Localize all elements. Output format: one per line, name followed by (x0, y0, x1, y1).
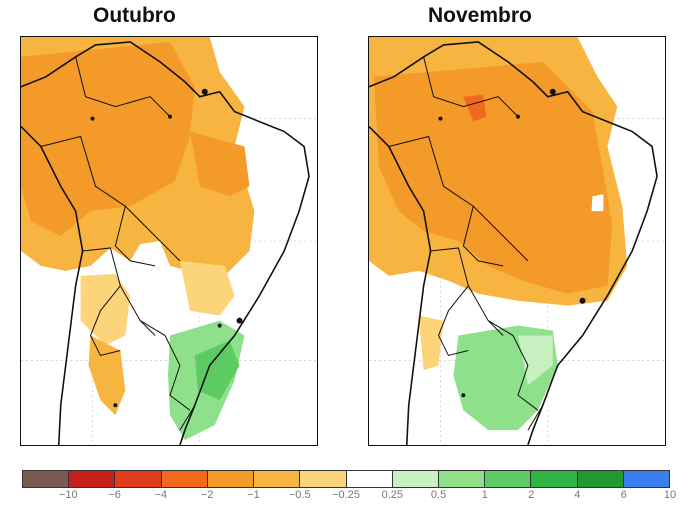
legend-swatch (161, 471, 208, 487)
legend-label: −0.25 (332, 489, 360, 501)
legend-swatch (485, 471, 532, 487)
legend-label: −0.5 (288, 489, 311, 501)
country-borders (388, 56, 544, 431)
legend-swatch (69, 471, 116, 487)
panel-title-outubro: Outubro (93, 4, 176, 27)
legend-label: 0.25 (381, 489, 403, 501)
legend-swatch (623, 471, 670, 487)
legend-label: 1 (481, 489, 488, 501)
legend-swatch (207, 471, 255, 487)
legend-label: −6 (108, 489, 121, 501)
legend-swatch (577, 471, 624, 487)
legend-label: 6 (620, 489, 627, 501)
country-borders (40, 56, 196, 431)
anomaly-field (21, 37, 255, 441)
panel-title-novembro: Novembro (428, 4, 532, 27)
legend-label: −1 (247, 489, 260, 501)
legend-label: −2 (200, 489, 214, 501)
legend-label: 2 (528, 489, 535, 501)
map-dots (90, 88, 243, 408)
legend-label: 0.5 (430, 489, 447, 501)
map-outubro (20, 36, 318, 446)
legend-swatch (300, 471, 347, 487)
legend-swatch (531, 471, 578, 487)
legend-swatch (346, 471, 393, 487)
map-novembro (368, 36, 666, 446)
color-legend: −10 −6 −4 −2 −1 −0.5 −0.25 0.25 0.5 1 2 4 6 10 (22, 470, 676, 510)
legend-swatch (115, 471, 162, 487)
coastline (369, 41, 658, 445)
legend-label: −10 (58, 489, 78, 501)
anomaly-field (369, 37, 628, 431)
coastline (21, 41, 310, 445)
legend-swatch (254, 471, 301, 487)
legend-label: −4 (154, 489, 168, 501)
legend-labels: −10 −6 −4 −2 −1 −0.5 −0.25 0.25 0.5 1 2 4 6 10 (22, 489, 676, 507)
legend-swatch (392, 471, 439, 487)
legend-swatch (23, 471, 70, 487)
legend-label: 10 (663, 489, 677, 501)
map-dots (438, 88, 586, 398)
map-novembro-canvas (369, 37, 665, 445)
map-outubro-canvas (21, 37, 317, 445)
legend-color-bar (22, 470, 670, 488)
legend-label: 4 (574, 489, 581, 501)
legend-swatch (438, 471, 486, 487)
